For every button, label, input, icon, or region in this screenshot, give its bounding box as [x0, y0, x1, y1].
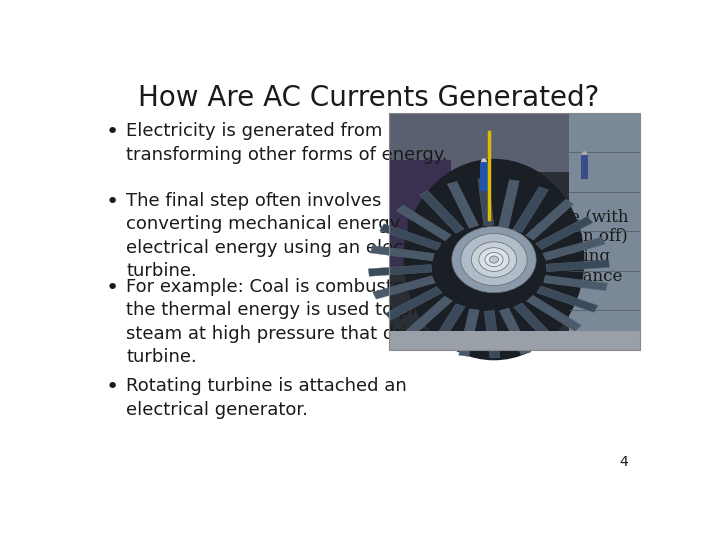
Ellipse shape — [581, 151, 588, 159]
Bar — [570, 113, 639, 349]
Ellipse shape — [479, 248, 509, 272]
Bar — [389, 113, 639, 349]
Text: top taken off): top taken off) — [514, 228, 628, 245]
Bar — [544, 275, 608, 291]
Bar — [478, 178, 494, 226]
Ellipse shape — [490, 256, 498, 263]
Text: Turbine (with: Turbine (with — [514, 208, 629, 225]
Bar — [526, 295, 582, 331]
Text: Electricity is generated from
transforming other forms of energy.: Electricity is generated from transformi… — [126, 122, 448, 164]
Bar — [480, 163, 487, 191]
Bar — [369, 265, 432, 276]
Ellipse shape — [461, 233, 527, 286]
Bar — [485, 310, 500, 358]
Bar — [389, 113, 639, 349]
Bar — [526, 199, 574, 240]
Text: •: • — [106, 122, 119, 142]
Text: How Are AC Currents Generated?: How Are AC Currents Generated? — [138, 84, 600, 112]
Bar — [379, 224, 441, 250]
Text: The final step often involves
converting mechanical energy into
electrical energ: The final step often involves converting… — [126, 192, 449, 280]
Text: undergoing: undergoing — [514, 248, 611, 265]
Bar — [385, 287, 442, 320]
Text: •: • — [106, 192, 119, 212]
Bar — [536, 217, 593, 249]
Ellipse shape — [485, 253, 503, 267]
Ellipse shape — [481, 158, 487, 166]
Bar — [420, 191, 464, 233]
Ellipse shape — [404, 159, 585, 360]
Bar — [580, 156, 588, 179]
Bar — [546, 260, 610, 272]
Ellipse shape — [452, 226, 536, 293]
Text: For example: Coal is combusted and
the thermal energy is used to produce
steam a: For example: Coal is combusted and the t… — [126, 278, 472, 367]
Bar — [389, 330, 639, 349]
Bar — [389, 113, 639, 172]
Bar — [514, 303, 558, 346]
Bar — [536, 286, 598, 313]
Bar — [499, 180, 519, 227]
Bar — [459, 309, 480, 356]
Bar — [513, 187, 549, 233]
Bar — [371, 246, 434, 261]
Text: •: • — [106, 377, 119, 397]
Bar — [389, 160, 451, 267]
Text: maintenance: maintenance — [514, 268, 623, 285]
Text: Rotating turbine is attached an
electrical generator.: Rotating turbine is attached an electric… — [126, 377, 407, 419]
Ellipse shape — [472, 242, 516, 278]
Bar — [543, 237, 606, 260]
Bar — [500, 308, 531, 355]
Text: 4: 4 — [620, 455, 629, 469]
Bar — [405, 296, 452, 337]
Bar — [430, 303, 465, 349]
Bar — [373, 276, 436, 299]
Bar — [447, 181, 479, 228]
Bar — [397, 205, 451, 241]
Text: •: • — [106, 278, 119, 298]
